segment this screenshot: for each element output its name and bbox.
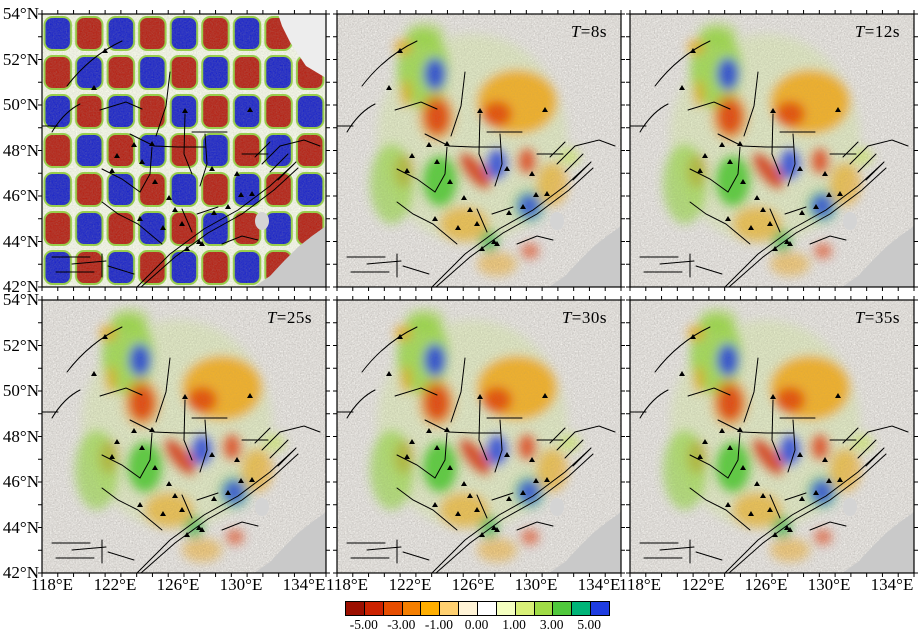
lon-label: 122°E — [93, 575, 137, 594]
lat-label: 50°N — [2, 95, 39, 114]
lon-label: 130°E — [807, 575, 851, 594]
lon-label: 134°E — [282, 575, 326, 594]
map-panel-t25s: T=25s — [37, 295, 331, 578]
lat-label: 42°N — [2, 277, 39, 296]
velocity-map-svg — [332, 295, 626, 578]
velocity-map-svg — [625, 295, 918, 578]
lat-label: 52°N — [2, 49, 39, 69]
panel-period-label: T=25s — [266, 308, 312, 327]
lat-label: 48°N — [2, 140, 39, 160]
lon-label: 118°E — [325, 575, 369, 594]
map-panel-t30s: T=30s — [332, 295, 626, 578]
panel-period-label: T=30s — [561, 308, 607, 327]
lat-label: 46°N — [2, 186, 39, 205]
velocity-map-svg — [37, 295, 331, 578]
colorbar-tick-label: -1.00 — [424, 617, 453, 632]
lat-label: 42°N — [2, 563, 39, 582]
map-panel-t8s: T=8s — [332, 9, 626, 292]
colorbar-tick-label: -3.00 — [387, 617, 416, 632]
map-panel-t12s: T=12s — [625, 9, 918, 292]
lon-label: 122°E — [681, 575, 725, 594]
lat-label: 54°N — [2, 4, 39, 23]
velocity-map-svg — [332, 9, 626, 292]
lat-label: 50°N — [2, 381, 39, 400]
lon-label: 134°E — [870, 575, 914, 594]
lon-label: 126°E — [744, 575, 788, 594]
lat-label: 48°N — [2, 426, 39, 446]
lon-label: 122°E — [388, 575, 432, 594]
panel-period-label: T=35s — [854, 308, 900, 327]
map-panel-checkerboard — [37, 9, 331, 292]
colorbar-tick-label: 3.00 — [539, 617, 564, 632]
lat-label: 54°N — [2, 290, 39, 309]
colorbar — [345, 601, 610, 616]
lon-label: 130°E — [514, 575, 558, 594]
colorbar-tick-label: 1.00 — [502, 617, 526, 632]
lat-label: 46°N — [2, 472, 39, 491]
colorbar-tick-label: -5.00 — [349, 617, 378, 632]
panel-period-label: T=8s — [570, 22, 607, 41]
map-panel-t35s: T=35s — [625, 295, 918, 578]
colorbar-tick-label: 5.00 — [577, 617, 602, 632]
lat-label: 44°N — [2, 231, 39, 251]
velocity-map-svg — [625, 9, 918, 292]
lon-label: 130°E — [219, 575, 263, 594]
lon-label: 126°E — [451, 575, 495, 594]
panel-period-label: T=12s — [854, 22, 900, 41]
colorbar-labels: -5.00 -3.00 -1.00 0.00 1.00 3.00 5.00 — [345, 617, 608, 633]
lon-label: 126°E — [156, 575, 200, 594]
lat-label: 52°N — [2, 335, 39, 355]
lon-label: 118°E — [30, 575, 74, 594]
checkerboard-map-svg — [37, 9, 331, 292]
lon-label: 118°E — [618, 575, 662, 594]
colorbar-tick-label: 0.00 — [464, 617, 489, 632]
lat-label: 44°N — [2, 517, 39, 537]
lon-label: 134°E — [577, 575, 621, 594]
